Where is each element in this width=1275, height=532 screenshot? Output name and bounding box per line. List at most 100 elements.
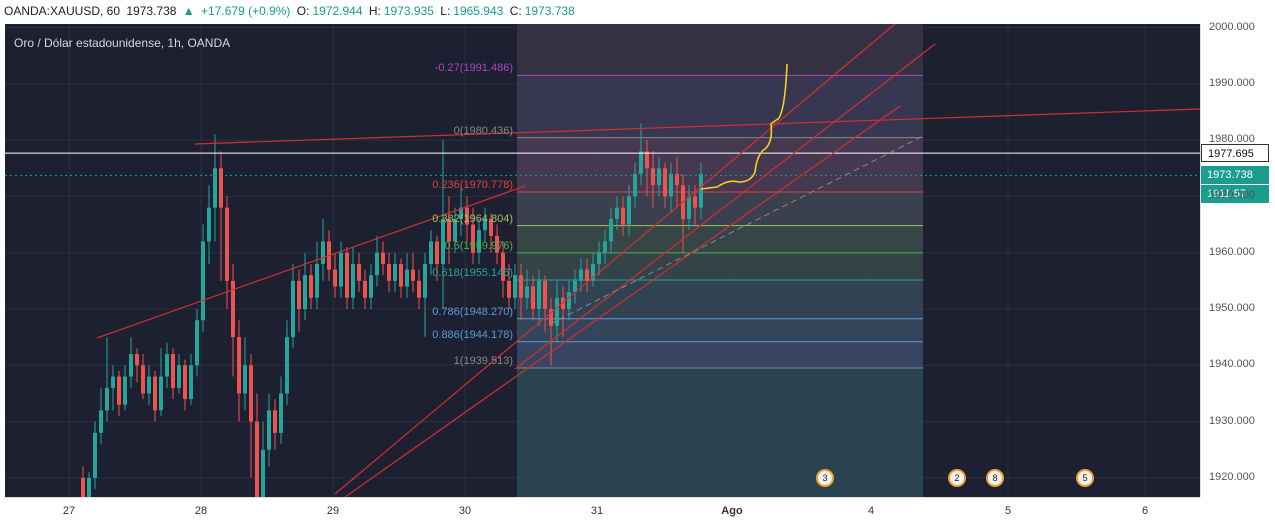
candle-body [87,477,91,497]
candle-body [627,196,631,225]
candle-body [417,280,421,298]
high-label: H: [368,4,381,18]
candle-body [543,280,547,309]
economic-event-marker[interactable]: 2 [948,469,966,487]
candle-body [387,263,391,281]
candle-body [465,207,469,225]
countdown: 11:57 [1219,188,1246,201]
candle-body [117,376,121,405]
fib-level-label: 0(1980.436) [453,124,513,137]
time-tick-label: 6 [1141,505,1149,517]
time-tick-label: 28 [194,505,208,517]
candle-body [399,263,403,287]
candle-body [141,365,145,394]
candle-body [165,354,169,377]
fib-band [517,192,923,226]
fib-level-label: 0.5(1959.976) [444,239,514,252]
candle-body [375,252,379,276]
candle-body [489,218,493,236]
low-label: L: [440,4,451,18]
price-axis[interactable]: 1977.695 1973.738 1911:57 2000.000 1990.0… [1200,20,1275,497]
fib-band [517,225,923,253]
candle-body [153,376,157,411]
time-tick-label: 27 [62,505,76,517]
candle-body [393,263,397,281]
candle-body [525,286,529,298]
symbol-label[interactable]: OANDA:XAUUSD, 60 [4,4,121,18]
fib-bottom-band [517,368,923,497]
price-tick-label: 2000.000 [1209,20,1255,33]
candle-body [303,275,307,309]
candle-body [633,173,637,197]
economic-event-marker[interactable]: 3 [816,469,834,487]
candle-body [471,224,475,253]
fib-level-label: 0.382(1964.804) [432,212,513,225]
candle-body [249,365,253,422]
time-axis[interactable]: 27 28 29 30 31 Ago 4 5 6 [5,497,1200,532]
candle-body [639,151,643,174]
candle-body [315,263,319,298]
price-projection-path [700,63,788,190]
fib-top-band [517,24,923,76]
price-tick-label: 1920.000 [1209,470,1255,483]
candle-body [609,218,613,242]
candle-body [687,196,691,219]
candle-body [111,376,115,388]
candle-body [693,196,697,208]
price-tick-label: 1960.000 [1209,245,1255,258]
candle-body [507,280,511,298]
countdown-tag: 1911:57 [1201,185,1269,204]
candle-body [237,337,241,394]
resistance-line [194,108,1200,145]
candle-body [219,168,223,208]
fib-level-label: 0.786(1948.270) [432,305,513,318]
candle-body [159,376,163,411]
candle-body [291,280,295,338]
price-tick-label: 1980.000 [1209,133,1255,146]
time-tick-label: 5 [1004,505,1012,517]
candle-body [549,309,553,326]
price-tick-label: 1930.000 [1209,414,1255,427]
fib-level-label: 0.236(1970.778) [432,179,513,192]
candle-body [381,252,385,264]
hline-price-tag: 1977.695 [1201,144,1269,163]
time-tick-label: 29 [326,505,340,517]
candle-body [267,410,271,450]
candle-body [177,365,181,388]
trendline [96,185,526,339]
fib-band [517,75,923,138]
candle-body [123,376,127,405]
close-label: C: [509,4,522,18]
candle-body [423,263,427,298]
candle-body [669,173,673,197]
fib-band [517,137,923,193]
candle-body [537,280,541,309]
candle-body [231,280,235,338]
candle-body [357,263,361,281]
candle-body [447,218,451,242]
candle-body [339,252,343,287]
candle-body [663,168,667,197]
price-tick-label: 1970.000 [1209,189,1255,202]
economic-event-marker[interactable]: 8 [986,469,1004,487]
candle-body [435,241,439,264]
time-tick-label: 31 [590,505,604,517]
channel-lower-line [344,105,901,497]
close-value: 1973.738 [524,4,575,18]
candle-body [573,280,577,293]
channel-upper-line [334,24,896,495]
candle-body [591,263,595,281]
candle-body [135,354,139,366]
candle-body [261,449,265,497]
chart-canvas[interactable] [5,24,1200,497]
candle-body [201,241,205,321]
low-value: 1965.943 [453,4,504,18]
candle-body [309,275,313,298]
candle-body [147,376,151,394]
candle-body [297,280,301,309]
economic-event-marker[interactable]: 5 [1076,469,1094,487]
candle-body [255,421,259,497]
price-chart[interactable]: Oro / Dólar estadounidense, 1h, OANDA -0… [5,24,1200,497]
last-price: 1973.738 [126,4,177,18]
candle-body [405,269,409,287]
